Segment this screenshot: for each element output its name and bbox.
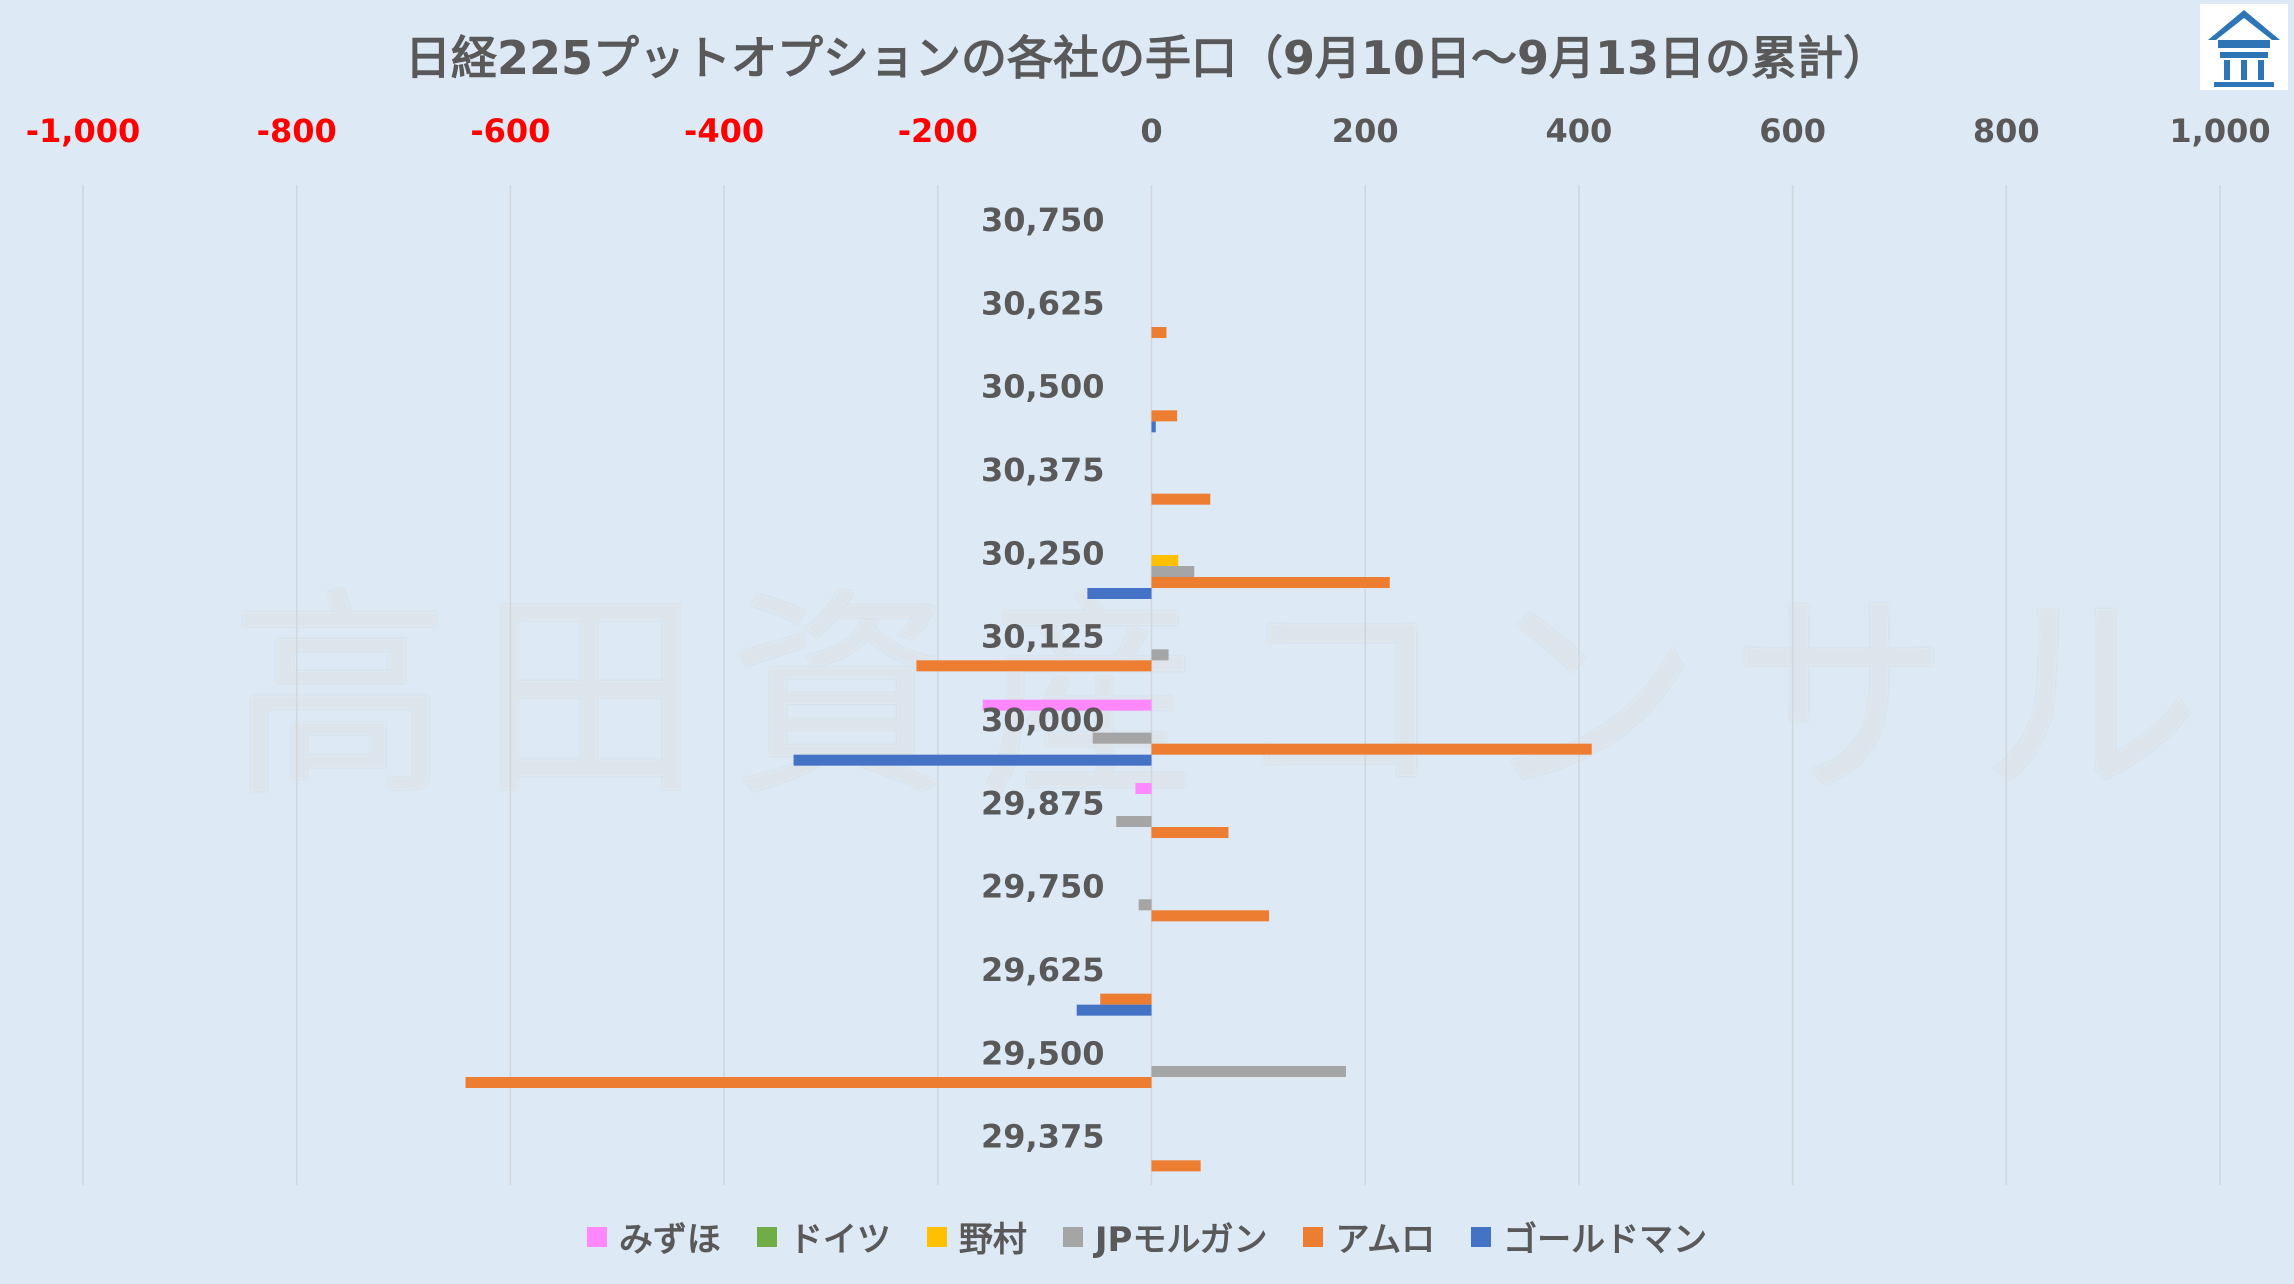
x-tick-label: -1,000 — [26, 112, 141, 150]
bar-アムロ — [1151, 910, 1270, 922]
legend-swatch — [1303, 1226, 1324, 1247]
legend-label: ゴールドマン — [1503, 1220, 1708, 1260]
bar-アムロ — [1151, 577, 1390, 588]
legend-label: JPモルガン — [1094, 1220, 1268, 1260]
bar-アムロ — [1151, 410, 1178, 422]
category-label: 29,375 — [981, 1118, 1104, 1156]
legend-item: JPモルガン — [1062, 1212, 1268, 1261]
company-logo — [2200, 4, 2288, 90]
bar-野村 — [1151, 555, 1179, 566]
category-label: 30,500 — [981, 368, 1104, 406]
legend-item: ドイツ — [756, 1212, 891, 1261]
bar-JPモルガン — [1151, 566, 1195, 577]
bar-ゴールドマン — [1076, 1004, 1152, 1016]
bar-アムロ — [1151, 1160, 1201, 1172]
category-label: 30,000 — [981, 701, 1104, 739]
category-label: 30,250 — [981, 534, 1104, 572]
legend-label: アムロ — [1335, 1220, 1436, 1260]
x-tick-label: 400 — [1546, 112, 1613, 150]
category-label: 29,625 — [981, 951, 1104, 989]
bar-アムロ — [1151, 827, 1229, 838]
bar-ゴールドマン — [1151, 421, 1156, 433]
legend-swatch — [586, 1226, 607, 1247]
chart-legend: みずほ ドイツ 野村 JPモルガン アムロ ゴールドマン — [0, 1212, 2294, 1261]
bar-ゴールドマン — [793, 754, 1152, 766]
x-tick-label: 1,000 — [2169, 112, 2270, 150]
x-tick-label: 0 — [1140, 112, 1162, 150]
category-label: 30,375 — [981, 451, 1104, 489]
bar-JPモルガン — [1116, 816, 1152, 827]
bar-みずほ — [982, 699, 1152, 711]
legend-swatch — [926, 1226, 947, 1247]
bar-アムロ — [1151, 327, 1167, 338]
category-label: 30,625 — [981, 284, 1104, 322]
legend-label: ドイツ — [788, 1220, 891, 1260]
bar-アムロ — [465, 1077, 1152, 1088]
bar-JPモルガン — [1151, 1066, 1346, 1077]
legend-item: アムロ — [1303, 1212, 1435, 1261]
x-tick-label: -400 — [684, 112, 764, 150]
legend-swatch — [756, 1226, 777, 1247]
legend-label: 野村 — [958, 1220, 1027, 1260]
bar-アムロ — [1151, 493, 1211, 505]
x-tick-label: 800 — [1973, 112, 2040, 150]
bar-みずほ — [1135, 783, 1152, 794]
category-label: 30,125 — [981, 618, 1104, 656]
x-tick-label: 200 — [1332, 112, 1399, 150]
bar-アムロ — [916, 660, 1152, 672]
bar-アムロ — [1151, 743, 1592, 755]
category-label: 29,875 — [981, 784, 1104, 822]
x-tick-label: -200 — [898, 112, 978, 150]
category-label: 29,500 — [981, 1034, 1104, 1072]
x-tick-label: -800 — [257, 112, 337, 150]
chart-title: 日経225プットオプションの各社の手口（9月10日～9月13日の累計） — [404, 31, 1890, 85]
legend-label: みずほ — [618, 1220, 721, 1260]
bar-アムロ — [1100, 993, 1152, 1005]
category-label: 29,750 — [981, 868, 1104, 906]
category-label: 30,750 — [981, 201, 1104, 239]
x-tick-label: -600 — [470, 112, 550, 150]
legend-swatch — [1471, 1226, 1492, 1247]
bar-JPモルガン — [1092, 732, 1152, 744]
legend-item: みずほ — [586, 1212, 721, 1261]
bar-ゴールドマン — [1087, 588, 1152, 599]
x-tick-label: 600 — [1759, 112, 1826, 150]
legend-swatch — [1062, 1226, 1083, 1247]
legend-item: 野村 — [926, 1212, 1027, 1261]
bar-JPモルガン — [1151, 649, 1169, 661]
bar-JPモルガン — [1138, 899, 1152, 911]
legend-item: ゴールドマン — [1471, 1212, 1707, 1261]
house-logo-icon — [2208, 10, 2280, 87]
